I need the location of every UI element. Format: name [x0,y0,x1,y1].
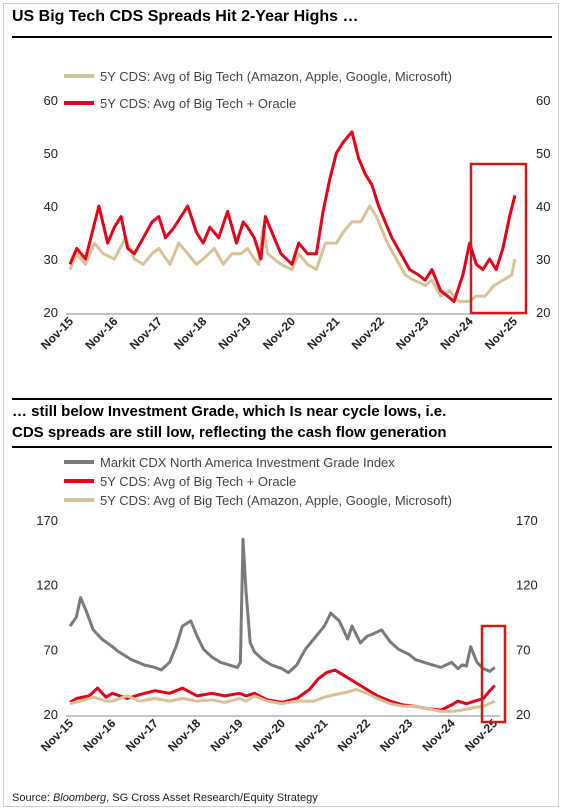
x-tick-label: Nov-21 [292,716,330,754]
y-tick-label-right: 50 [536,146,550,161]
x-tick-label: Nov-18 [171,314,209,352]
series-line-2 [68,130,517,303]
y-tick-label-left: 30 [44,252,58,267]
x-tick-group: Nov-21 [304,314,342,352]
y-tick-label-left: 40 [44,199,58,214]
x-tick-group: Nov-16 [82,314,120,352]
y-tick-label-right: 170 [516,513,538,528]
chart-frame [3,3,559,807]
legend-label: Markit CDX North America Investment Grad… [100,455,395,470]
highlight-box [480,624,507,724]
chart2-subtitle-line1: … still below Investment Grade, which Is… [12,403,447,420]
highlight-box [469,162,528,315]
y-tick-label-right: 30 [536,252,550,267]
x-tick-label: Nov-17 [127,314,165,352]
source-italic: Bloomberg [52,792,107,804]
x-tick-group: Nov-18 [165,716,203,754]
y-tick-label-left: 20 [44,305,58,320]
y-tick-label-left: 60 [44,93,58,108]
y-tick-label-right: 20 [516,707,530,722]
legend-label: 5Y CDS: Avg of Big Tech (Amazon, Apple, … [100,69,452,84]
source-rest: , SG Cross Asset Research/Equity Strateg… [106,792,318,804]
x-tick-label: Nov-23 [377,716,415,754]
x-tick-group: Nov-24 [420,716,458,754]
series-line-1 [68,204,517,303]
x-tick-group: Nov-24 [438,314,476,352]
x-tick-group: Nov-19 [208,716,246,754]
x-tick-group: Nov-25 [482,314,520,352]
x-tick-group: Nov-23 [393,314,431,352]
chart2-subtitle-line2: CDS spreads are still low, reflecting th… [12,424,447,441]
x-tick-group: Nov-21 [292,716,330,754]
subtitle-rule-bottom [12,446,552,448]
x-tick-group: Nov-17 [127,314,165,352]
y-tick-label-right: 120 [516,578,538,593]
x-tick-label: Nov-21 [304,314,342,352]
series-line-1 [68,537,496,675]
series-line-3 [69,687,496,713]
x-tick-label: Nov-16 [82,314,120,352]
x-tick-label: Nov-16 [80,716,118,754]
x-tick-label: Nov-24 [420,716,458,754]
x-tick-label: Nov-17 [123,716,161,754]
x-tick-label: Nov-23 [393,314,431,352]
x-tick-group: Nov-17 [123,716,161,754]
x-tick-group: Nov-16 [80,716,118,754]
y-tick-label-left: 70 [44,642,58,657]
x-tick-group: Nov-19 [216,314,254,352]
chart1-title: US Big Tech CDS Spreads Hit 2-Year Highs… [12,8,359,25]
legend-label: 5Y CDS: Avg of Big Tech (Amazon, Apple, … [100,493,452,508]
source-note: Source: Bloomberg, SG Cross Asset Resear… [12,792,318,804]
series-line-2 [69,668,496,712]
x-tick-label: Nov-20 [260,314,298,352]
x-tick-label: Nov-22 [349,314,387,352]
legend-label: 5Y CDS: Avg of Big Tech + Oracle [100,96,296,111]
title-rule [12,36,552,38]
source-prefix: Source: [12,792,53,804]
x-tick-group: Nov-22 [335,716,373,754]
x-tick-label: Nov-24 [438,314,476,352]
x-tick-label: Nov-25 [482,314,520,352]
y-tick-label-right: 60 [536,93,550,108]
y-tick-label-right: 20 [536,305,550,320]
y-tick-label-left: 50 [44,146,58,161]
x-tick-label: Nov-19 [208,716,246,754]
y-tick-label-left: 170 [36,513,58,528]
x-tick-label: Nov-19 [216,314,254,352]
subtitle-rule-top [12,398,552,400]
x-tick-label: Nov-20 [250,716,288,754]
x-tick-group: Nov-18 [171,314,209,352]
y-tick-label-right: 70 [516,642,530,657]
x-tick-group: Nov-20 [260,314,298,352]
x-tick-group: Nov-22 [349,314,387,352]
x-tick-label: Nov-18 [165,716,203,754]
x-tick-group: Nov-20 [250,716,288,754]
x-tick-label: Nov-22 [335,716,373,754]
x-tick-group: Nov-23 [377,716,415,754]
y-tick-label-left: 20 [44,707,58,722]
legend-label: 5Y CDS: Avg of Big Tech + Oracle [100,474,296,489]
y-tick-label-right: 40 [536,199,550,214]
y-tick-label-left: 120 [36,578,58,593]
